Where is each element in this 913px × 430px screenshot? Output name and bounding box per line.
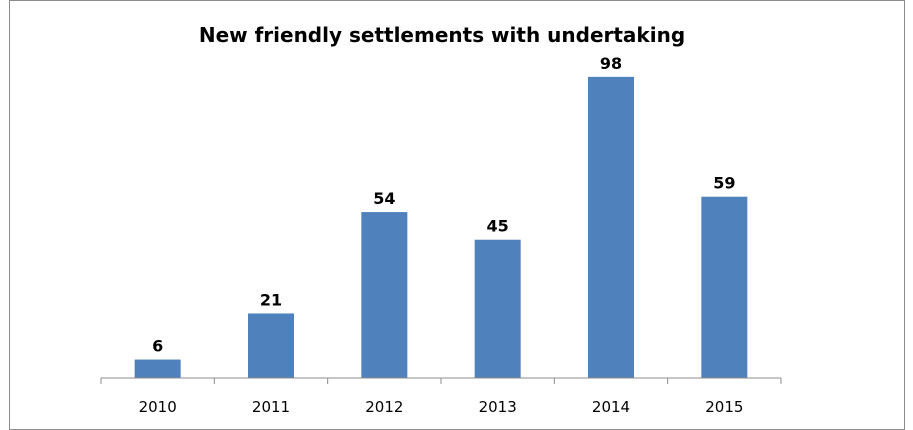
data-label-2011: 21 — [260, 290, 282, 309]
bar-chart: New friendly settlements with undertakin… — [100, 23, 782, 416]
x-axis-ticks — [100, 378, 782, 384]
data-label-2012: 54 — [373, 189, 395, 208]
tick-label-2011: 2011 — [252, 398, 290, 416]
bar-2015 — [701, 196, 748, 378]
bar-2010 — [134, 359, 181, 378]
data-label-2010: 6 — [152, 337, 163, 356]
data-label-2013: 45 — [487, 217, 509, 236]
bar-2013 — [474, 239, 521, 378]
data-labels-layer: 6 21 54 45 98 59 — [152, 54, 735, 356]
bars-layer — [134, 76, 748, 378]
tick-label-2014: 2014 — [592, 398, 630, 416]
tick-label-2010: 2010 — [139, 398, 177, 416]
tick-label-2013: 2013 — [479, 398, 517, 416]
bar-2011 — [248, 313, 294, 378]
chart-frame — [9, 0, 905, 430]
data-label-2015: 59 — [713, 174, 735, 193]
tick-label-2015: 2015 — [705, 398, 743, 416]
x-axis-tick-labels: 2010 2011 2012 2013 2014 2015 — [139, 398, 744, 416]
tick-label-2012: 2012 — [365, 398, 403, 416]
bar-2012 — [361, 212, 408, 378]
data-label-2014: 98 — [600, 54, 622, 73]
bar-2014 — [588, 76, 634, 378]
chart-title: New friendly settlements with undertakin… — [199, 23, 685, 47]
